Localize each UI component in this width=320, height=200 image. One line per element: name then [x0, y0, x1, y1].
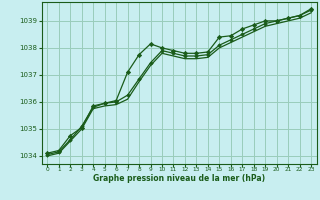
X-axis label: Graphe pression niveau de la mer (hPa): Graphe pression niveau de la mer (hPa)	[93, 174, 265, 183]
